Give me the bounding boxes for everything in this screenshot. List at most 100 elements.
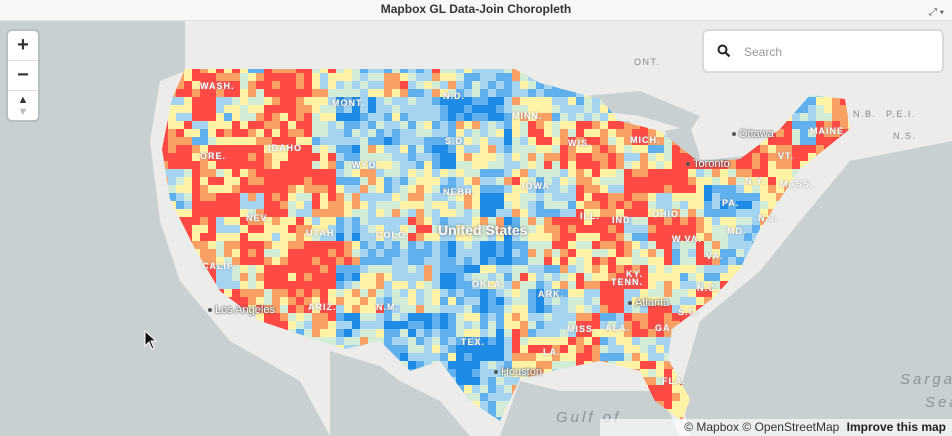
county-cell[interactable]: [472, 321, 480, 329]
county-cell[interactable]: [160, 145, 168, 153]
county-cell[interactable]: [448, 201, 456, 209]
county-cell[interactable]: [696, 281, 704, 289]
county-cell[interactable]: [576, 297, 584, 305]
county-cell[interactable]: [472, 313, 480, 321]
county-cell[interactable]: [280, 113, 288, 121]
county-cell[interactable]: [408, 137, 416, 145]
county-cell[interactable]: [680, 233, 688, 241]
county-cell[interactable]: [224, 153, 232, 161]
county-cell[interactable]: [632, 337, 640, 345]
county-cell[interactable]: [568, 241, 576, 249]
county-cell[interactable]: [544, 369, 552, 377]
county-cell[interactable]: [720, 225, 728, 233]
county-cell[interactable]: [432, 377, 440, 385]
county-cell[interactable]: [848, 89, 856, 97]
county-cell[interactable]: [328, 249, 336, 257]
county-cell[interactable]: [504, 217, 512, 225]
county-cell[interactable]: [616, 193, 624, 201]
county-cell[interactable]: [728, 241, 736, 249]
county-cell[interactable]: [440, 337, 448, 345]
county-cell[interactable]: [464, 417, 472, 425]
county-cell[interactable]: [400, 129, 408, 137]
county-cell[interactable]: [472, 329, 480, 337]
county-cell[interactable]: [448, 81, 456, 89]
county-cell[interactable]: [504, 265, 512, 273]
county-cell[interactable]: [768, 161, 776, 169]
county-cell[interactable]: [616, 345, 624, 353]
county-cell[interactable]: [712, 73, 720, 81]
county-cell[interactable]: [680, 385, 688, 393]
county-cell[interactable]: [464, 401, 472, 409]
county-cell[interactable]: [448, 113, 456, 121]
county-cell[interactable]: [536, 233, 544, 241]
county-cell[interactable]: [176, 145, 184, 153]
county-cell[interactable]: [192, 161, 200, 169]
county-cell[interactable]: [816, 129, 824, 137]
county-cell[interactable]: [560, 225, 568, 233]
county-cell[interactable]: [400, 177, 408, 185]
county-cell[interactable]: [440, 329, 448, 337]
county-cell[interactable]: [544, 169, 552, 177]
county-cell[interactable]: [224, 185, 232, 193]
county-cell[interactable]: [496, 273, 504, 281]
county-cell[interactable]: [720, 193, 728, 201]
county-cell[interactable]: [552, 337, 560, 345]
county-cell[interactable]: [312, 73, 320, 81]
county-cell[interactable]: [760, 209, 768, 217]
county-cell[interactable]: [344, 89, 352, 97]
county-cell[interactable]: [304, 105, 312, 113]
county-cell[interactable]: [376, 321, 384, 329]
county-cell[interactable]: [616, 145, 624, 153]
county-cell[interactable]: [512, 313, 520, 321]
county-cell[interactable]: [288, 137, 296, 145]
county-cell[interactable]: [808, 193, 816, 201]
county-cell[interactable]: [544, 121, 552, 129]
county-cell[interactable]: [456, 113, 464, 121]
county-cell[interactable]: [464, 313, 472, 321]
county-cell[interactable]: [576, 73, 584, 81]
county-cell[interactable]: [664, 185, 672, 193]
county-cell[interactable]: [368, 121, 376, 129]
county-cell[interactable]: [272, 73, 280, 81]
county-cell[interactable]: [560, 217, 568, 225]
county-cell[interactable]: [384, 193, 392, 201]
county-cell[interactable]: [600, 105, 608, 113]
county-cell[interactable]: [472, 153, 480, 161]
county-cell[interactable]: [560, 113, 568, 121]
county-cell[interactable]: [200, 249, 208, 257]
county-cell[interactable]: [712, 233, 720, 241]
county-cell[interactable]: [496, 233, 504, 241]
county-cell[interactable]: [784, 217, 792, 225]
county-cell[interactable]: [512, 169, 520, 177]
county-cell[interactable]: [512, 329, 520, 337]
county-cell[interactable]: [296, 73, 304, 81]
county-cell[interactable]: [232, 201, 240, 209]
county-cell[interactable]: [464, 225, 472, 233]
county-cell[interactable]: [712, 121, 720, 129]
county-cell[interactable]: [320, 129, 328, 137]
county-cell[interactable]: [224, 161, 232, 169]
county-cell[interactable]: [696, 97, 704, 105]
county-cell[interactable]: [448, 121, 456, 129]
county-cell[interactable]: [240, 289, 248, 297]
county-cell[interactable]: [312, 345, 320, 353]
county-cell[interactable]: [504, 97, 512, 105]
county-cell[interactable]: [552, 241, 560, 249]
county-cell[interactable]: [496, 281, 504, 289]
county-cell[interactable]: [440, 97, 448, 105]
county-cell[interactable]: [168, 145, 176, 153]
county-cell[interactable]: [384, 169, 392, 177]
county-cell[interactable]: [632, 161, 640, 169]
county-cell[interactable]: [584, 337, 592, 345]
county-cell[interactable]: [200, 217, 208, 225]
county-cell[interactable]: [528, 105, 536, 113]
county-cell[interactable]: [680, 185, 688, 193]
county-cell[interactable]: [328, 313, 336, 321]
county-cell[interactable]: [448, 321, 456, 329]
county-cell[interactable]: [760, 81, 768, 89]
county-cell[interactable]: [704, 105, 712, 113]
county-cell[interactable]: [568, 361, 576, 369]
county-cell[interactable]: [368, 257, 376, 265]
county-cell[interactable]: [160, 89, 168, 97]
county-cell[interactable]: [600, 153, 608, 161]
